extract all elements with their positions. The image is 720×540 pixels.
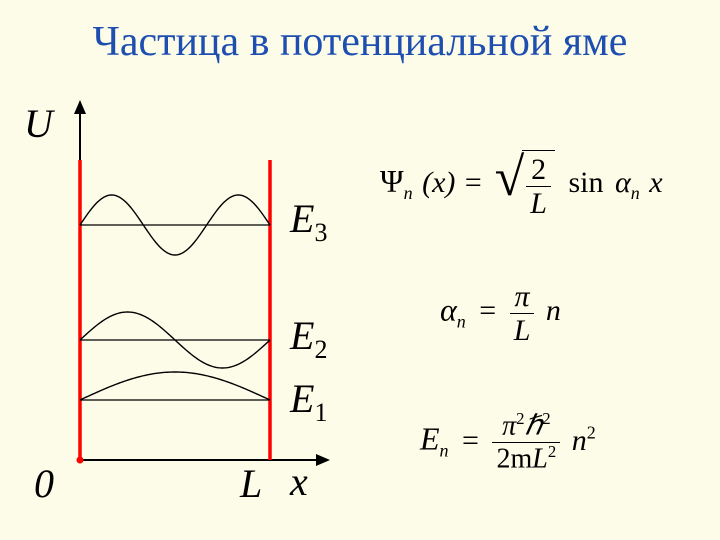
equation-alpha: αn = π L n bbox=[440, 280, 561, 347]
frac-pi-over-L: π L bbox=[510, 280, 535, 347]
sqrt-num: 2 bbox=[526, 153, 551, 187]
alpha-den: L bbox=[510, 314, 535, 347]
psi-alpha: α bbox=[615, 166, 631, 199]
E-lhs: E bbox=[420, 421, 440, 457]
alpha-lhs: α bbox=[440, 291, 457, 327]
E-n: n bbox=[572, 424, 587, 457]
page-canvas: Частица в потенциальной яме U 0 L x E1 E… bbox=[0, 0, 720, 540]
alpha-num: π bbox=[510, 280, 535, 314]
sqrt-arg: 2 L bbox=[522, 150, 555, 220]
psi-sub-n: n bbox=[404, 183, 413, 203]
E-den: 2mL2 bbox=[492, 443, 560, 475]
equation-psi: Ψn (x) = √ 2 L sin αn x bbox=[380, 150, 663, 220]
E-eq: = bbox=[462, 424, 479, 457]
psi-sin: sin bbox=[568, 166, 603, 199]
E-num: π2ℏ2 bbox=[492, 410, 560, 443]
frac-2-over-L: 2 L bbox=[526, 153, 551, 220]
sqrt-den: L bbox=[526, 187, 551, 220]
psi-alpha-sub: n bbox=[631, 183, 640, 203]
frac-energy: π2ℏ2 2mL2 bbox=[492, 410, 560, 475]
alpha-n: n bbox=[546, 294, 561, 327]
well-plot bbox=[0, 0, 720, 540]
psi-arg: (x) = bbox=[422, 166, 483, 199]
E-n-sup: 2 bbox=[587, 423, 596, 443]
psi-x: x bbox=[649, 166, 662, 199]
sqrt-wrap: √ 2 L bbox=[495, 150, 555, 220]
psi-symbol: Ψ bbox=[380, 163, 404, 199]
sqrt-sign: √ bbox=[495, 150, 525, 220]
alpha-eq: = bbox=[479, 294, 496, 327]
equation-energy: En = π2ℏ2 2mL2 n2 bbox=[420, 410, 596, 475]
E-lhs-sub: n bbox=[440, 441, 449, 461]
alpha-lhs-sub: n bbox=[457, 311, 466, 331]
